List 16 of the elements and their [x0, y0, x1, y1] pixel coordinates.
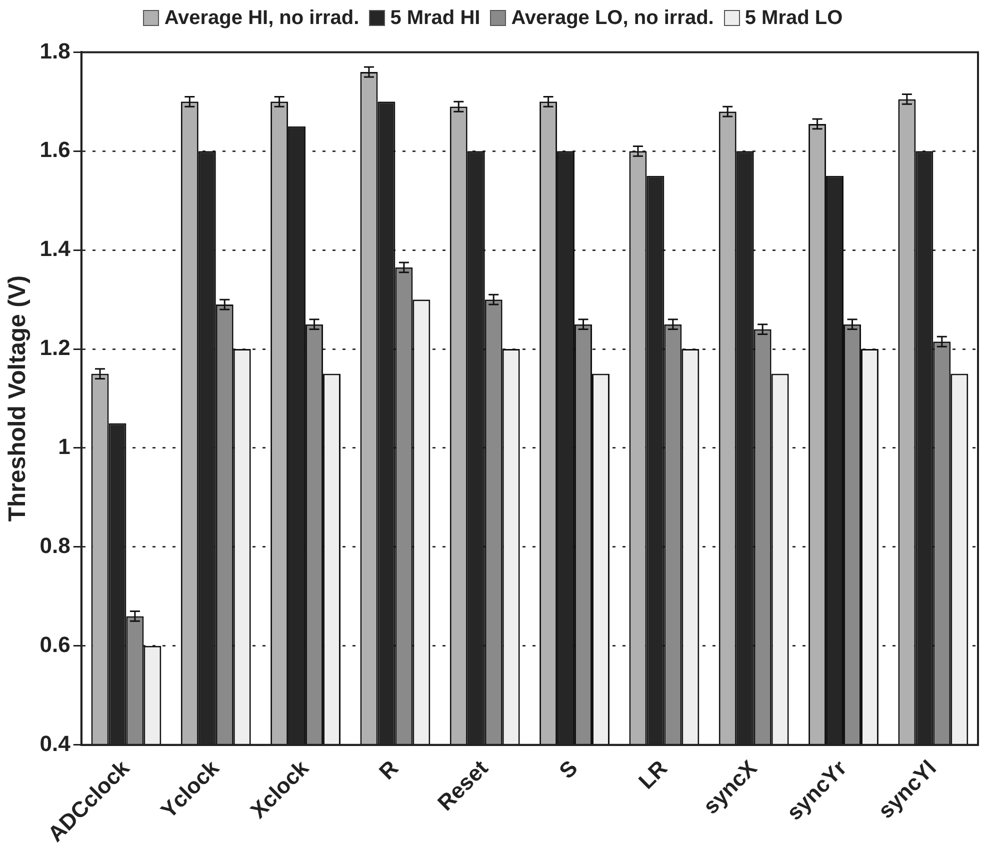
- y-tick-label: 0.8: [40, 533, 70, 558]
- y-tick-label: 1.6: [40, 137, 70, 162]
- y-tick-label: 0.4: [40, 730, 72, 756]
- y-tick-label: 0.6: [40, 632, 70, 657]
- y-tick-label: 1.4: [40, 236, 72, 262]
- x-tick-label: LR: [634, 755, 672, 794]
- legend-label: 5 Mrad LO: [744, 6, 843, 30]
- x-tick-label: S: [554, 755, 582, 784]
- x-tick-label: R: [374, 755, 404, 784]
- legend-label: Average LO, no irrad.: [511, 6, 714, 30]
- y-tick-label: 1: [58, 434, 70, 460]
- legend-label: Average HI, no irrad.: [164, 6, 360, 30]
- y-tick-label: 1.2: [40, 335, 70, 360]
- legend-label: 5 Mrad HI: [390, 6, 480, 30]
- y-axis-title: Threshold Voltage (V): [4, 275, 32, 522]
- y-tick-label: 1.8: [40, 38, 70, 64]
